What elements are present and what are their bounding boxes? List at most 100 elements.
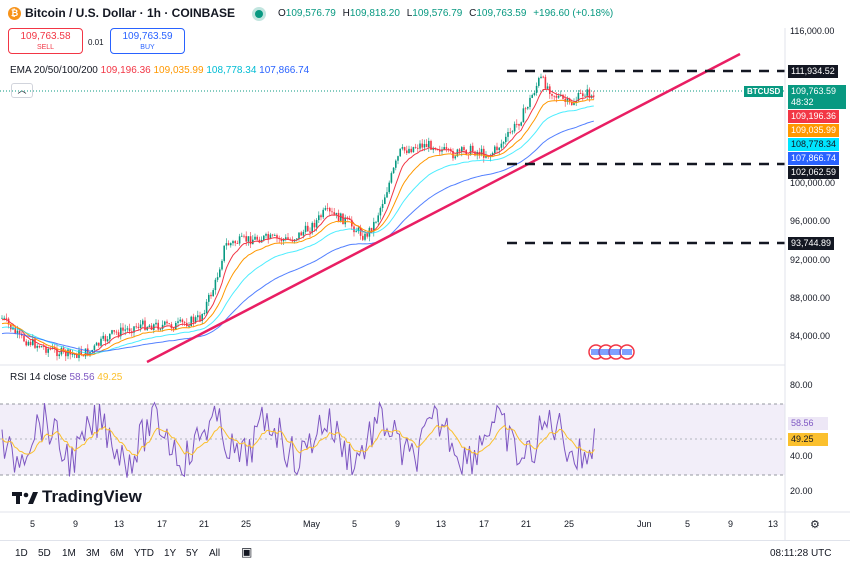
candle-body (131, 331, 133, 333)
candle-body (520, 122, 522, 126)
candle-body (414, 147, 417, 148)
ema100-line (1, 105, 594, 355)
candle-body (223, 245, 225, 261)
candle-body (463, 147, 465, 151)
time-tick: 17 (479, 519, 490, 529)
range-5y-button[interactable]: 5Y (186, 548, 199, 559)
candle-body (219, 269, 221, 278)
candle-body (271, 234, 274, 236)
candlesticks (1, 73, 595, 362)
candle-body (150, 325, 153, 330)
candle-body (340, 213, 342, 222)
range-1m-button[interactable]: 1M (62, 548, 76, 559)
settings-icon[interactable]: ⚙ (810, 519, 820, 531)
economic-events-icon[interactable] (588, 344, 635, 360)
candle-body (337, 212, 340, 222)
candle-body (524, 108, 527, 110)
candle-body (113, 330, 115, 332)
candle-body (241, 235, 243, 237)
calendar-range-icon[interactable]: ▣ (241, 545, 253, 559)
candle-body (485, 155, 487, 158)
candle-body (157, 322, 159, 330)
low-key: L (406, 8, 413, 19)
candle-body (483, 148, 485, 158)
candle-body (562, 94, 564, 99)
sell-button[interactable]: 109,763.58 SELL (8, 28, 83, 54)
buy-price: 109,763.59 (122, 31, 173, 42)
candle-body (586, 89, 588, 96)
candle-body (399, 148, 401, 157)
candle-body (232, 241, 234, 244)
candle-body (153, 324, 155, 330)
range-5d-button[interactable]: 5D (38, 548, 51, 559)
time-tick: 13 (768, 519, 779, 529)
candle-body (287, 237, 289, 240)
candle-body (249, 236, 252, 245)
candle-body (494, 146, 496, 154)
candle-body (181, 319, 184, 323)
candle-body (381, 203, 384, 209)
candle-body (553, 95, 555, 97)
symbol-title[interactable]: Bitcoin / U.S. Dollar · 1h · COINBASE (25, 6, 236, 20)
buy-button[interactable]: 109,763.59 BUY (110, 28, 185, 54)
candle-body (421, 143, 423, 148)
candle-body (93, 345, 96, 351)
candle-body (212, 290, 214, 297)
range-3m-button[interactable]: 3M (86, 548, 100, 559)
candle-body (34, 338, 36, 348)
candle-body (71, 354, 74, 356)
candle-body (593, 95, 595, 97)
candle-body (296, 238, 298, 240)
candle-body (148, 325, 151, 327)
candle-body (221, 260, 223, 270)
candle-body (320, 215, 322, 218)
candle-body (302, 231, 305, 236)
range-6m-button[interactable]: 6M (110, 548, 124, 559)
candle-body (516, 123, 518, 125)
range-1d-button[interactable]: 1D (15, 548, 28, 559)
candle-body (5, 317, 8, 319)
candle-body (76, 354, 78, 358)
rsi-ma-tag: 49.25 (788, 433, 828, 446)
high-key: H (342, 8, 350, 19)
candle-body (183, 322, 186, 323)
ema-legend[interactable]: EMA 20/50/100/200 109,196.36 109,035.99 … (10, 65, 309, 76)
trendline[interactable] (146, 52, 741, 364)
candle-body (309, 231, 311, 233)
range-1y-button[interactable]: 1Y (164, 548, 177, 559)
candle-body (168, 323, 170, 325)
time-tick: 9 (73, 519, 79, 529)
logo-text: TradingView (42, 487, 142, 506)
rsi-legend[interactable]: RSI 14 close 58.56 49.25 (10, 372, 122, 383)
range-ytd-button[interactable]: YTD (134, 548, 154, 559)
time-tick: May (303, 519, 321, 529)
candle-body (27, 341, 30, 346)
candle-body (417, 147, 419, 149)
ema20-value: 109,196.36 (100, 65, 151, 76)
level-price-tag: 93,744.89 (788, 237, 835, 250)
candle-body (234, 241, 236, 244)
candle-body (190, 316, 192, 326)
tradingview-logo[interactable]: TradingView (12, 487, 142, 507)
candle-body (230, 243, 232, 246)
candle-body (265, 233, 267, 236)
candle-body (588, 89, 591, 98)
candle-body (188, 325, 190, 327)
ema50-tag: 109,035.99 (788, 124, 840, 137)
candle-body (373, 221, 375, 232)
candle-body (32, 338, 34, 345)
candle-body (476, 151, 478, 156)
candle-body (36, 345, 38, 348)
chart-canvas[interactable] (0, 0, 850, 540)
candle-body (282, 239, 285, 242)
clock[interactable]: 08:11:28 UTC (770, 548, 832, 559)
candle-body (166, 321, 168, 324)
price-tick: 92,000.00 (790, 255, 831, 265)
candle-body (318, 215, 320, 221)
ema200-line (1, 120, 594, 352)
range-all-button[interactable]: All (209, 548, 221, 559)
candle-body (546, 86, 549, 89)
candle-body (397, 156, 399, 161)
candle-body (142, 320, 144, 325)
level-price-tag: 111,934.52 (788, 65, 838, 78)
